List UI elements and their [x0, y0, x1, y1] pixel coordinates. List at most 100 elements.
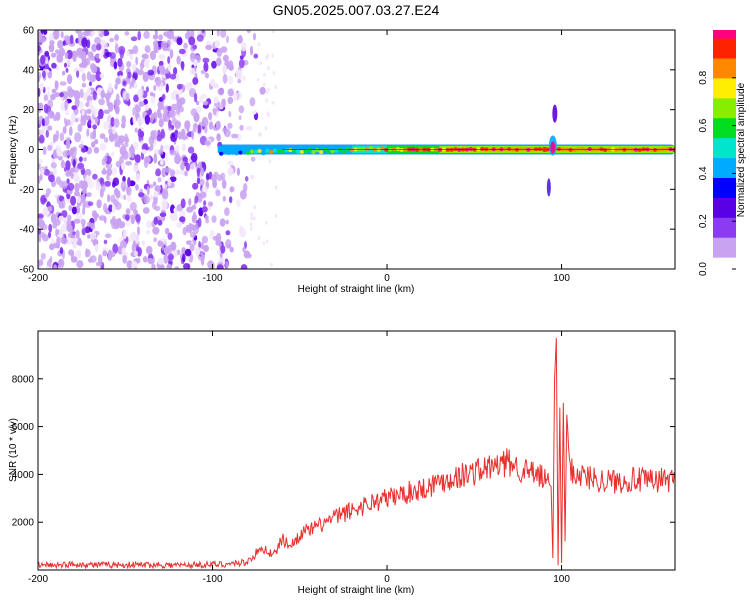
- spectrogram-noise-cell: [196, 168, 200, 177]
- colorbar-tick-label: 0.4: [698, 166, 709, 180]
- colorbar-step: [713, 149, 736, 155]
- spectrogram-noise-cell: [190, 30, 195, 38]
- spectrogram-noise-cell: [101, 45, 105, 56]
- spectrogram-noise-cell: [117, 70, 124, 77]
- spectrogram-noise-cell: [65, 139, 71, 150]
- colorbar-step: [713, 229, 736, 234]
- signal-band-cell: [272, 148, 278, 153]
- spectrogram-noise-cell: [179, 209, 186, 219]
- colorbar-step: [713, 137, 736, 143]
- colorbar-step: [713, 97, 736, 103]
- spectrogram-noise-cell: [96, 43, 102, 51]
- spectrogram-noise-cell: [189, 231, 196, 238]
- spectrogram-noise-cell: [40, 253, 46, 260]
- spectrogram-noise-cell: [183, 42, 188, 50]
- spectrogram-noise-cell: [43, 94, 49, 101]
- spectrogram-noise-cell: [147, 69, 154, 76]
- spectrogram-noise-cell: [204, 72, 209, 79]
- colorbar-step: [713, 77, 736, 83]
- spectrogram-noise-cell: [171, 124, 175, 130]
- spectrogram-noise-cell: [87, 234, 92, 239]
- spectrogram-noise-cell: [134, 154, 141, 164]
- spectrogram-noise-cell: [64, 111, 70, 116]
- signal-band-cell: [311, 150, 316, 154]
- spectrogram-noise-cell: [49, 40, 55, 46]
- spectrogram-noise-cell: [272, 71, 276, 75]
- signal-band-cell: [261, 151, 266, 156]
- spectrogram-noise-cell: [149, 50, 157, 61]
- spectrogram-x-tick-label: -100: [203, 273, 223, 284]
- spectrogram-noise-cell: [127, 177, 131, 188]
- spectrogram-noise-cell: [38, 228, 42, 235]
- spectrogram-noise-cell: [111, 222, 119, 230]
- spectrogram-noise-cell: [169, 169, 176, 177]
- spectrogram-noise-cell: [45, 265, 51, 269]
- colorbar-step: [713, 121, 736, 127]
- signal-band-cell: [269, 149, 274, 154]
- spectrogram-noise-cell: [92, 90, 97, 101]
- spectrogram-noise-cell: [113, 118, 120, 128]
- colorbar-tick-label: 0.2: [698, 214, 709, 228]
- spectrogram-noise-cell: [81, 180, 88, 187]
- spectrogram-noise-cell: [51, 62, 57, 69]
- spectrogram-noise-cell: [252, 216, 256, 221]
- spectrogram-noise-cell: [142, 256, 148, 263]
- spectrogram-noise-cell: [93, 216, 98, 222]
- spectrogram-noise-cell: [216, 264, 224, 269]
- spectrogram-noise-cell: [86, 88, 92, 95]
- spectrogram-noise-cell: [67, 85, 73, 93]
- spectrogram-noise-cell: [81, 72, 86, 82]
- spectrogram-noise-cell: [275, 213, 278, 218]
- spectrogram-noise-cell: [67, 182, 75, 191]
- spectrogram-noise-cell: [162, 188, 168, 196]
- spectrogram-noise-cell: [160, 128, 165, 139]
- snr-y-tick-label: 4000: [12, 470, 35, 481]
- spectrogram-noise-cell: [191, 130, 195, 140]
- spectrogram-noise-cell: [138, 101, 145, 107]
- spectrogram-noise-cell: [99, 133, 106, 140]
- spectrogram-noise-cell: [170, 92, 177, 101]
- spectrogram-noise-cell: [271, 100, 275, 105]
- spectrogram-noise-cell: [140, 140, 144, 146]
- spectrogram-noise-cell: [257, 236, 261, 241]
- spectrogram-noise-cell: [117, 57, 123, 68]
- spectrogram-noise-cell: [120, 240, 127, 249]
- colorbar-step: [713, 73, 736, 79]
- spectrogram-noise-cell: [61, 70, 66, 76]
- spectrogram-noise-cell: [98, 254, 103, 264]
- spectrogram-noise-cell: [190, 152, 198, 163]
- spectrogram-noise-cell: [91, 210, 98, 219]
- spectrogram-noise-cell: [95, 181, 101, 191]
- spectrogram-noise-cell: [48, 174, 55, 183]
- spectrogram-noise-cell: [85, 57, 91, 66]
- spectrogram-noise-cell: [184, 248, 192, 257]
- spectrogram-noise-cell: [181, 61, 185, 71]
- colorbar-step: [713, 37, 736, 43]
- spectrogram-noise-cell: [99, 143, 107, 151]
- spectrogram-noise-cell: [221, 179, 227, 189]
- spectrogram-noise-cell: [81, 227, 87, 236]
- spectrogram-noise-cell: [227, 160, 234, 166]
- spectrogram-noise-cell: [38, 158, 44, 165]
- spectrogram-noise-cell: [130, 231, 137, 242]
- spectrogram-noise-cell: [225, 239, 232, 249]
- colorbar-step: [713, 209, 736, 214]
- spectrogram-noise-cell: [103, 120, 110, 130]
- spectrogram-noise-cell: [39, 82, 44, 92]
- spectrogram-noise-cell: [42, 70, 46, 79]
- spectrogram-noise-cell: [208, 121, 214, 130]
- spectrogram-noise-cell: [215, 120, 221, 130]
- spectrogram-noise-cell: [227, 166, 234, 176]
- spectrogram-noise-cell: [133, 82, 138, 89]
- spectrogram-noise-cell: [120, 139, 124, 146]
- spectrogram-noise-cell: [103, 239, 108, 245]
- spectrogram-noise-cell: [245, 125, 253, 131]
- colorbar-step: [713, 65, 736, 71]
- spectrogram-noise-cell: [62, 126, 67, 134]
- spectrogram-noise-cell: [159, 212, 167, 217]
- spectrogram-noise-cell: [91, 141, 96, 148]
- signal-band-cell: [349, 148, 354, 153]
- spectrogram-noise-cell: [169, 149, 177, 156]
- spectrogram-noise-cell: [253, 205, 256, 210]
